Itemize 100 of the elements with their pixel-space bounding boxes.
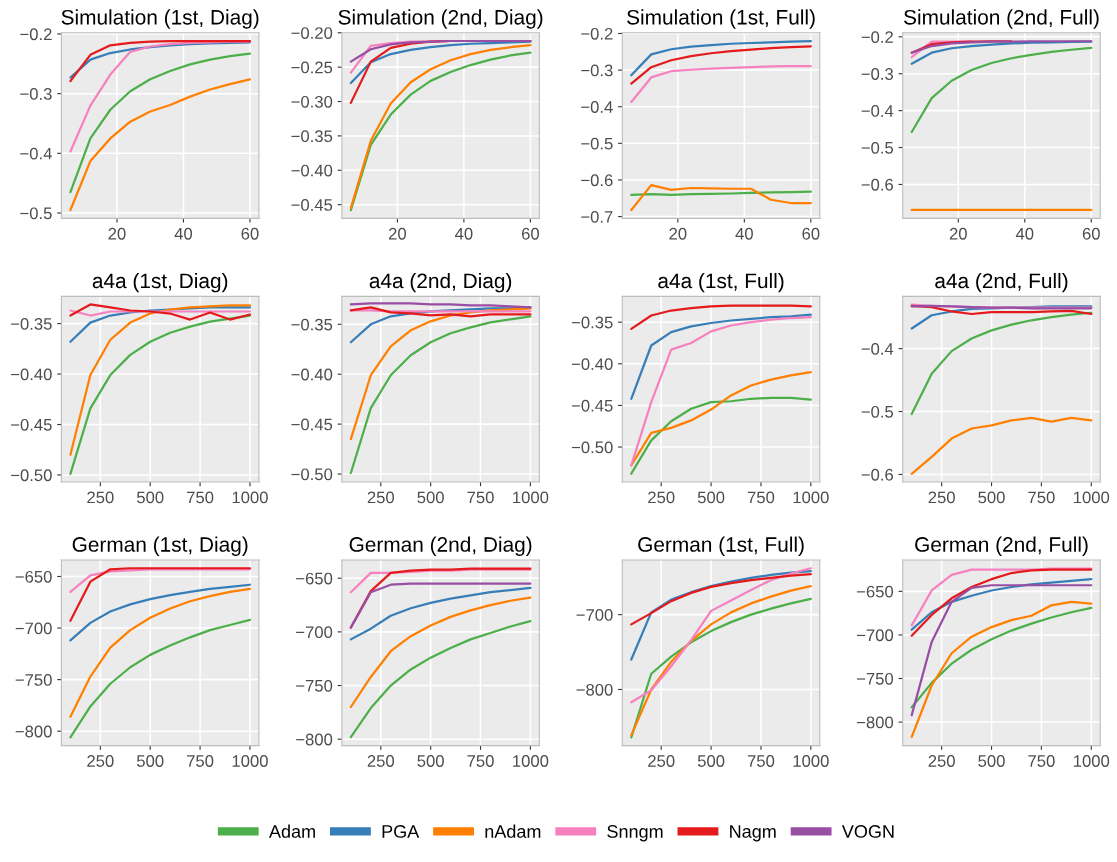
line-series <box>630 567 812 704</box>
x-tick-label: 20 <box>108 227 126 240</box>
line-series <box>349 307 532 441</box>
y-tick-label: −750 <box>15 674 52 686</box>
x-tick-label: 500 <box>417 755 444 767</box>
line-series <box>69 314 252 476</box>
x-tick-label: 60 <box>241 227 259 240</box>
line-series <box>69 303 252 321</box>
chart-title: a4a (1st, Diag) <box>92 272 228 293</box>
line-series <box>910 311 1093 416</box>
y-tick-label: −0.50 <box>571 441 613 454</box>
y-tick-label: −0.30 <box>291 95 333 108</box>
x-tick-label: 20 <box>388 227 407 240</box>
x-tick-label: 20 <box>949 227 967 240</box>
y-tick-label: −650 <box>15 570 52 583</box>
x-tick-label: 750 <box>747 491 775 504</box>
x-tick-label: 500 <box>136 491 164 504</box>
y-tick-label: −0.2 <box>20 28 52 41</box>
line-series <box>910 600 1093 739</box>
y-tick-label: −0.40 <box>291 164 333 177</box>
y-tick-label: −750 <box>857 672 894 685</box>
x-tick-label: 750 <box>467 755 494 767</box>
legend-label: Nagm <box>730 825 776 842</box>
x-tick-label: 60 <box>1082 227 1100 240</box>
x-tick-label: 250 <box>87 755 114 767</box>
y-tick-label: −0.35 <box>11 318 52 330</box>
y-tick-label: −0.40 <box>571 358 613 371</box>
y-tick-label: −700 <box>296 626 333 639</box>
line-series <box>910 46 1093 134</box>
y-tick-label: −650 <box>296 572 333 585</box>
line-series <box>630 304 812 330</box>
y-tick-label: −0.35 <box>291 130 333 143</box>
x-tick-label: 750 <box>1028 755 1055 767</box>
x-tick-label: 750 <box>187 755 214 767</box>
line-series <box>910 40 1093 54</box>
line-series <box>910 578 1093 631</box>
x-tick-label: 500 <box>978 755 1005 767</box>
line-series <box>349 40 532 85</box>
x-tick-label: 250 <box>928 491 955 504</box>
line-series <box>69 78 252 212</box>
y-tick-label: −0.6 <box>861 178 893 191</box>
x-tick-label: 20 <box>669 227 687 240</box>
line-series <box>910 40 1093 65</box>
line-series <box>349 582 532 629</box>
y-tick-label: −650 <box>857 585 894 598</box>
x-tick-label: 1000 <box>793 755 829 767</box>
line-series <box>349 568 532 594</box>
y-tick-label: −0.6 <box>581 174 613 187</box>
chart-title: German (1st, Full) <box>638 536 804 556</box>
line-series <box>69 52 252 194</box>
chart-title: Simulation (1st, Diag) <box>61 9 259 29</box>
chart-title: a4a (2nd, Diag) <box>369 272 512 293</box>
y-tick-label: −0.45 <box>571 399 613 412</box>
x-tick-label: 1000 <box>513 755 549 767</box>
x-tick-label: 500 <box>978 491 1005 504</box>
line-series <box>630 371 812 467</box>
line-series <box>69 304 252 456</box>
x-tick-label: 250 <box>87 491 114 504</box>
line-series <box>349 596 532 709</box>
y-tick-label: −0.5 <box>861 405 894 418</box>
line-series <box>630 396 812 475</box>
line-series <box>630 313 812 400</box>
y-tick-label: −800 <box>296 733 333 746</box>
y-tick-label: −0.3 <box>20 88 52 100</box>
y-tick-label: −800 <box>576 683 613 696</box>
y-tick-label: −700 <box>576 609 613 621</box>
x-tick-label: 1000 <box>513 491 549 504</box>
x-tick-label: 250 <box>367 491 395 504</box>
y-tick-label: −0.35 <box>571 316 613 329</box>
line-series <box>69 618 252 739</box>
y-tick-label: −0.3 <box>861 68 893 80</box>
line-series <box>69 567 252 622</box>
line-series <box>349 586 532 641</box>
y-tick-label: −0.35 <box>291 318 333 331</box>
y-tick-label: −0.5 <box>20 207 52 220</box>
x-tick-label: 750 <box>467 491 494 504</box>
line-series <box>349 39 532 63</box>
y-tick-label: −0.5 <box>581 137 613 150</box>
x-tick-label: 1000 <box>1074 491 1110 504</box>
y-tick-label: −0.4 <box>861 343 894 355</box>
line-series <box>910 584 1093 717</box>
y-tick-label: −0.5 <box>861 141 894 154</box>
line-series <box>349 315 532 475</box>
x-tick-label: 500 <box>697 755 725 767</box>
y-tick-label: −700 <box>15 622 52 635</box>
line-series <box>630 183 812 212</box>
y-tick-label: −0.40 <box>291 368 333 381</box>
y-tick-label: −0.2 <box>581 27 613 40</box>
line-series <box>69 587 252 718</box>
x-tick-label: 1000 <box>232 755 268 767</box>
line-series <box>630 570 812 661</box>
y-tick-label: −0.20 <box>291 27 333 39</box>
chart-title: German (1st, Diag) <box>72 536 248 556</box>
y-tick-label: −0.3 <box>581 64 613 77</box>
y-tick-label: −800 <box>15 725 52 738</box>
y-tick-label: −0.2 <box>861 31 893 44</box>
x-tick-label: 500 <box>136 755 164 767</box>
x-tick-label: 40 <box>735 227 753 240</box>
line-series <box>910 568 1093 637</box>
line-series <box>910 416 1093 475</box>
